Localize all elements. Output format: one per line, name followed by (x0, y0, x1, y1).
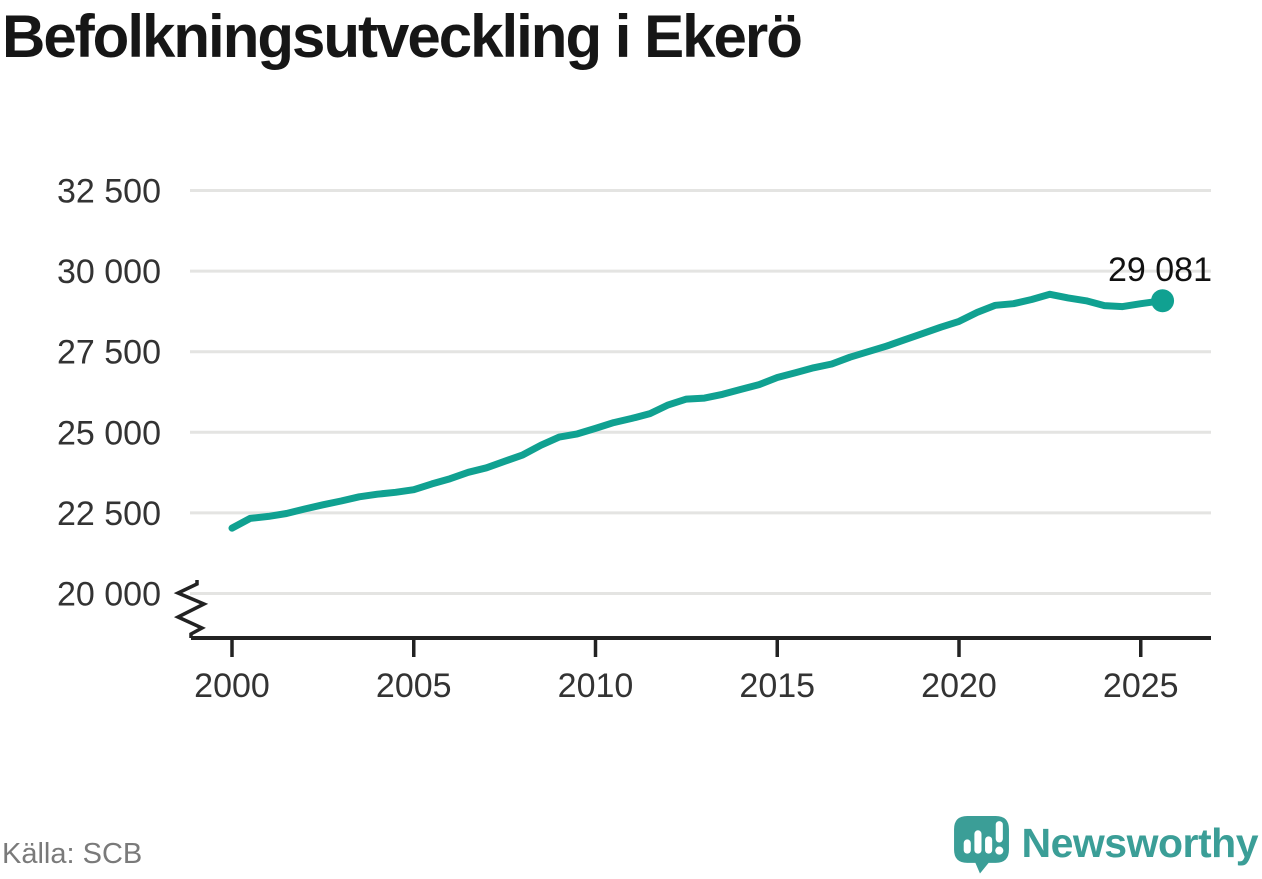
x-tick-label: 2005 (376, 667, 452, 705)
newsworthy-wordmark: Newsworthy (1021, 820, 1259, 866)
x-axis: 2000 2005 2010 2015 2020 2025 (173, 580, 1211, 705)
x-tick-label: 2020 (921, 667, 997, 705)
latest-value-label: 29 081 (1108, 251, 1212, 289)
chart-title: Befolkningsutveckling i Ekerö (2, 3, 803, 70)
population-line (228, 290, 1167, 532)
x-axis-ticks (230, 639, 1143, 657)
y-tick-label: 22 500 (57, 495, 161, 533)
newsworthy-logo: Newsworthy (951, 813, 1259, 874)
x-axis-labels: 2000 2005 2010 2015 2020 2025 (194, 667, 1178, 705)
series-layer (228, 289, 1175, 532)
gridlines (190, 189, 1211, 595)
y-tick-label: 30 000 (57, 253, 161, 291)
y-tick-label: 27 500 (57, 334, 161, 372)
y-axis-break-icon (173, 580, 209, 638)
x-tick-label: 2015 (739, 667, 815, 705)
y-axis-labels: 20 000 22 500 25 000 27 500 30 000 32 500 (57, 173, 161, 614)
latest-point-marker (1151, 289, 1175, 313)
x-tick-label: 2025 (1103, 667, 1179, 705)
y-tick-label: 25 000 (57, 414, 161, 452)
x-tick-label: 2000 (194, 667, 270, 705)
y-tick-label: 32 500 (57, 173, 161, 211)
newsworthy-logo-icon (953, 816, 1009, 874)
x-tick-label: 2010 (558, 667, 634, 705)
source-label: Källa: SCB (2, 838, 143, 870)
y-tick-label: 20 000 (57, 576, 161, 614)
annotations: 29 081 (1108, 251, 1212, 289)
